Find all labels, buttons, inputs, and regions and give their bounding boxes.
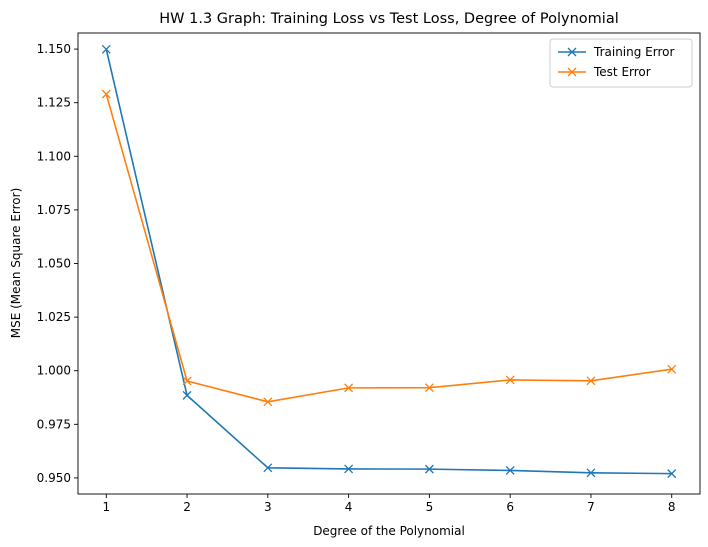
y-tick-label: 0.975: [37, 417, 71, 431]
test-error-point: [505, 375, 515, 385]
legend-label-test-error: Test Error: [593, 65, 651, 79]
plot-frame: [77, 32, 701, 495]
x-tick-label: 7: [587, 500, 595, 514]
test-error-point: [586, 376, 596, 386]
training-error-point: [344, 464, 354, 474]
test-error-point: [667, 364, 677, 374]
y-tick-label: 1.000: [37, 364, 71, 378]
y-tick-label: 1.050: [37, 257, 71, 271]
x-tick-label: 8: [668, 500, 676, 514]
chart-legend: Training Error Test Error: [549, 38, 693, 88]
y-axis-label: MSE (Mean Square Error): [9, 188, 23, 339]
y-tick-label: 1.150: [37, 42, 71, 56]
test-error-point: [344, 383, 354, 393]
x-axis-label: Degree of the Polynomial: [313, 524, 465, 538]
test-error-point: [182, 376, 192, 386]
legend-marker-test-error: [567, 67, 577, 77]
series-layer: [101, 44, 677, 479]
x-tick-label: 2: [183, 500, 191, 514]
training-error-point: [586, 468, 596, 478]
chart-title: HW 1.3 Graph: Training Loss vs Test Loss…: [159, 11, 618, 27]
x-tick-label: 1: [102, 500, 110, 514]
x-tick-label: 4: [345, 500, 353, 514]
y-axis-ticks: 0.950 0.975 1.000 1.025 1.050 1.075 1.100 1.125…: [37, 42, 78, 485]
training-error-point: [667, 469, 677, 479]
legend-box: [549, 38, 693, 88]
x-tick-label: 3: [264, 500, 272, 514]
training-error-point: [505, 465, 515, 475]
legend-label-training-error: Training Error: [593, 45, 674, 59]
training-error-point: [101, 44, 111, 54]
training-error-point: [263, 463, 273, 473]
legend-marker-training-error: [567, 47, 577, 57]
x-tick-label: 6: [506, 500, 514, 514]
y-tick-label: 1.075: [37, 203, 71, 217]
test-error-point: [101, 89, 111, 99]
training-error-line: [105, 49, 672, 475]
x-tick-label: 5: [426, 500, 434, 514]
y-tick-label: 1.100: [37, 149, 71, 163]
y-tick-label: 1.125: [37, 96, 71, 110]
training-error-point: [424, 464, 434, 474]
test-error-point: [263, 397, 273, 407]
x-axis-ticks: 1 2 3 4 5 6 7 8: [102, 494, 676, 514]
y-tick-label: 1.025: [37, 310, 71, 324]
training-error-point: [182, 390, 192, 400]
test-error-line: [105, 93, 672, 403]
test-error-point: [424, 383, 434, 393]
y-tick-label: 0.950: [37, 471, 71, 485]
